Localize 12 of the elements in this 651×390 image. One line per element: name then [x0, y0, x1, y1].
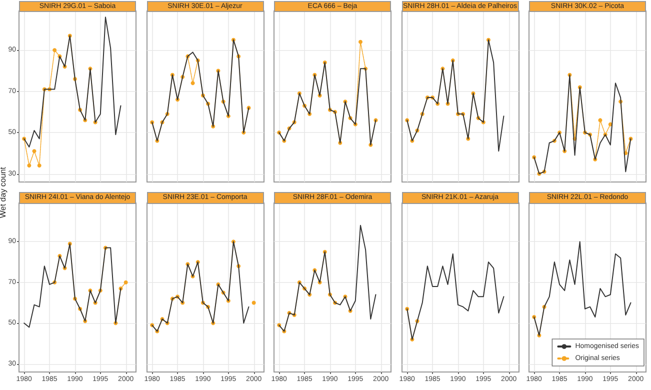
line-series — [24, 16, 122, 148]
point — [52, 48, 57, 52]
point — [124, 280, 128, 284]
point — [190, 81, 194, 86]
y-axis-title: Wet day count — [0, 166, 8, 220]
line-series — [24, 243, 122, 328]
point — [32, 149, 36, 154]
point — [27, 164, 32, 168]
point — [598, 118, 602, 122]
point — [251, 300, 256, 305]
point — [358, 40, 362, 44]
point — [37, 164, 42, 168]
